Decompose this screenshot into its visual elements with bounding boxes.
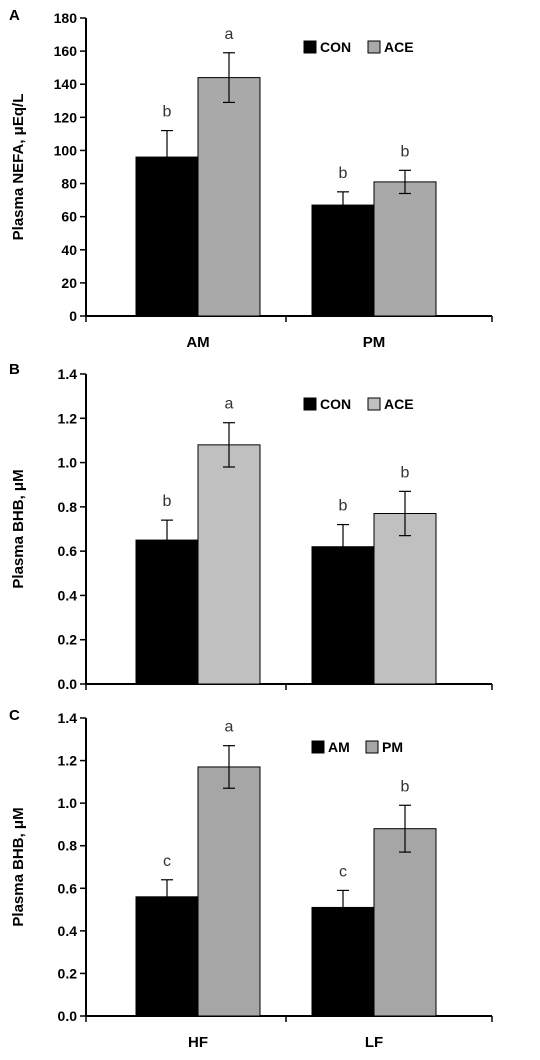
y-tick-label: 180 — [54, 10, 78, 26]
y-tick-label: 1.0 — [58, 455, 78, 471]
significance-letter: b — [163, 493, 172, 510]
y-tick-label: 0.2 — [58, 965, 78, 981]
bar-ace-0 — [197, 444, 261, 685]
significance-letter: a — [225, 26, 234, 43]
y-tick-label: 20 — [61, 275, 77, 291]
x-tick-label: AM — [186, 334, 209, 351]
y-tick-label: 160 — [54, 43, 78, 59]
y-axis-label: Plasma NEFA, μEq/L — [10, 94, 27, 241]
significance-letter: b — [163, 104, 172, 121]
significance-letter: a — [225, 719, 234, 736]
bar-con-0 — [135, 539, 199, 685]
legend-label-pm: PM — [382, 739, 403, 755]
panel-label: B — [9, 361, 20, 378]
legend: CON ACE — [303, 39, 414, 55]
chart-panel-B: B Plasma BHB, μM 0.0 0.2 0.4 0.6 0.8 1.0 1.2 1.4 b… — [9, 361, 493, 692]
y-tick-label: 0.2 — [58, 632, 78, 648]
bar-ace-0 — [197, 77, 261, 317]
y-tick-label: 0.0 — [58, 676, 78, 692]
y-tick-label: 1.2 — [58, 410, 78, 426]
y-tick-label: 0.6 — [58, 880, 78, 896]
y-tick-label: 0.0 — [58, 1008, 78, 1024]
legend-swatch-con — [303, 40, 317, 54]
y-tick-label: 140 — [54, 76, 78, 92]
bar-pm-0 — [197, 766, 261, 1017]
bar-con-1 — [311, 546, 375, 685]
x-tick-label: HF — [188, 1034, 208, 1051]
legend-label-con: CON — [320, 396, 351, 412]
y-tick-label: 40 — [61, 242, 77, 258]
legend: CON ACE — [303, 396, 414, 412]
y-tick-label: 60 — [61, 209, 77, 225]
y-tick-label: 0.8 — [58, 499, 78, 515]
y-axis-label: Plasma BHB, μM — [10, 469, 27, 588]
legend-swatch-ace — [367, 40, 381, 54]
x-tick-label: LF — [365, 1034, 383, 1051]
y-tick-label: 1.2 — [58, 753, 78, 769]
bar-ace-1 — [373, 513, 437, 685]
y-tick-label: 1.4 — [58, 710, 78, 726]
significance-letter: b — [339, 165, 348, 182]
y-tick-label: 0 — [69, 308, 77, 324]
y-tick-label: 0.8 — [58, 838, 78, 854]
significance-letter: a — [225, 396, 234, 413]
significance-letter: b — [401, 778, 410, 795]
bar-pm-1 — [373, 828, 437, 1017]
legend-label-ace: ACE — [384, 39, 414, 55]
legend-label-con: CON — [320, 39, 351, 55]
significance-letter: c — [339, 863, 347, 880]
y-axis-label: Plasma BHB, μM — [10, 807, 27, 926]
significance-letter: b — [401, 464, 410, 481]
y-tick-label: 0.6 — [58, 543, 78, 559]
y-tick-label: 1.4 — [58, 366, 78, 382]
legend-swatch-pm — [365, 740, 379, 754]
significance-letter: b — [339, 498, 348, 515]
legend-swatch-con — [303, 397, 317, 411]
y-tick-label: 100 — [54, 142, 78, 158]
legend-label-ace: ACE — [384, 396, 414, 412]
y-tick-label: 0.4 — [58, 587, 78, 603]
bar-am-0 — [135, 896, 199, 1017]
chart-panel-A: A Plasma NEFA, μEq/L 0 20 40 60 80 100 120 140 160… — [9, 7, 493, 351]
x-tick-label: PM — [363, 334, 386, 351]
bar-ace-1 — [373, 181, 437, 317]
legend: AM PM — [311, 739, 403, 755]
significance-letter: b — [401, 143, 410, 160]
chart-panel-C: C Plasma BHB, μM 0.0 0.2 0.4 0.6 0.8 1.0 1.2 1.4 c… — [9, 707, 493, 1051]
bar-am-1 — [311, 906, 375, 1017]
y-tick-label: 80 — [61, 176, 77, 192]
panel-label: C — [9, 707, 20, 724]
legend-swatch-ace — [367, 397, 381, 411]
legend-swatch-am — [311, 740, 325, 754]
y-tick-label: 0.4 — [58, 923, 78, 939]
legend-label-am: AM — [328, 739, 350, 755]
y-tick-label: 120 — [54, 109, 78, 125]
bar-con-1 — [311, 204, 375, 317]
panel-label: A — [9, 7, 20, 24]
significance-letter: c — [163, 853, 171, 870]
y-tick-label: 1.0 — [58, 795, 78, 811]
